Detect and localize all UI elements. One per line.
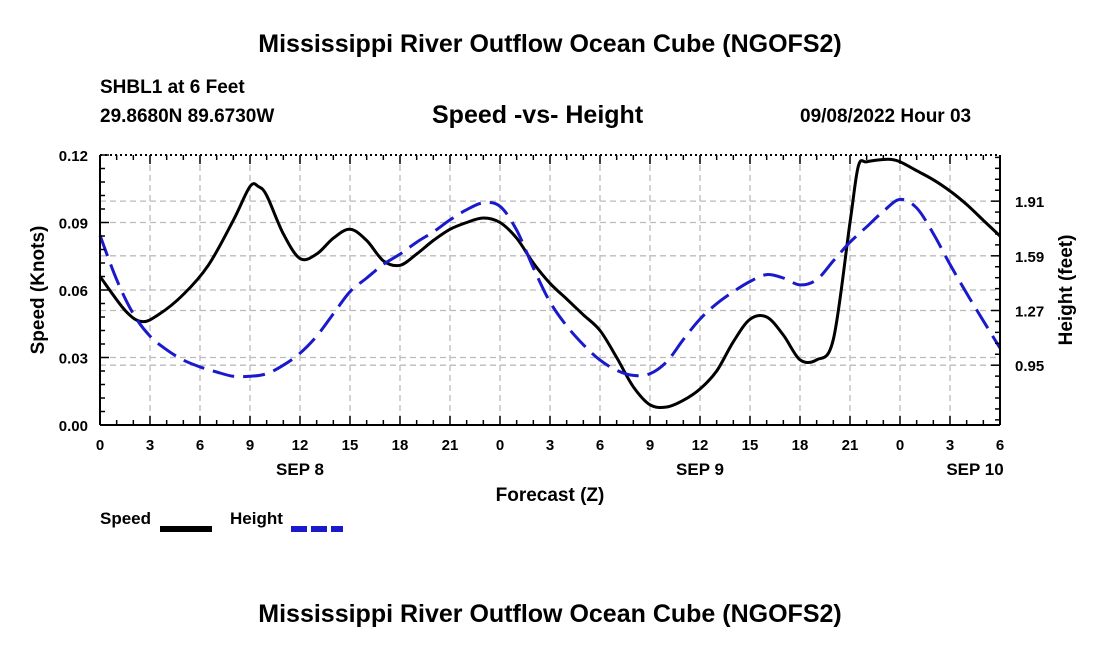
x-tick-label: 15 xyxy=(742,437,759,454)
x-tick-label: 21 xyxy=(442,437,459,454)
legend-height-swatch xyxy=(291,519,343,532)
date-label: SEP 10 xyxy=(946,460,1003,479)
x-tick-label: 18 xyxy=(392,437,409,454)
y-tick-label: 0.03 xyxy=(59,351,88,368)
legend-height-label: Height xyxy=(230,509,283,528)
x-tick-label: 3 xyxy=(146,437,154,454)
date-label: SEP 9 xyxy=(676,460,724,479)
x-tick-label: 6 xyxy=(196,437,204,454)
station-label: SHBL1 at 6 Feet xyxy=(100,77,245,98)
x-tick-label: 21 xyxy=(842,437,859,454)
footer-title: Mississippi River Outflow Ocean Cube (NG… xyxy=(258,600,842,628)
grid xyxy=(100,155,1000,425)
y-tick-label: 0.09 xyxy=(59,216,88,233)
legend-speed-label: Speed xyxy=(100,509,152,528)
chart-title: Mississippi River Outflow Ocean Cube (NG… xyxy=(258,30,842,58)
date-label: SEP 8 xyxy=(276,460,324,479)
x-tick-label: 12 xyxy=(292,437,309,454)
x-tick-label: 12 xyxy=(692,437,709,454)
x-tick-label: 18 xyxy=(792,437,809,454)
x-tick-label: 15 xyxy=(342,437,359,454)
x-tick-label: 3 xyxy=(546,437,554,454)
y2-tick-label: 1.27 xyxy=(1015,304,1044,321)
y-tick-label: 0.00 xyxy=(59,418,88,435)
x-tick-label: 6 xyxy=(596,437,604,454)
x-tick-label: 0 xyxy=(96,437,104,454)
axis-labels: 0 3 6 9 12 15 18 21 0 3 6 9 12 15 18 21 0 3 6 SEP 8 SEP 9 SEP… xyxy=(28,148,1077,506)
y2-tick-label: 0.95 xyxy=(1015,358,1044,375)
y-tick-label: 0.06 xyxy=(59,283,88,300)
forecast-datetime: 09/08/2022 Hour 03 xyxy=(800,106,972,127)
x-tick-label: 9 xyxy=(246,437,254,454)
chart-subtitle: Speed -vs- Height xyxy=(432,101,644,129)
speed-height-chart: 0 3 6 9 12 15 18 21 0 3 6 9 12 15 18 21 0 3 6 SEP 8 SEP 9 SEP… xyxy=(28,148,1077,506)
axes xyxy=(99,154,1001,426)
x-tick-label: 0 xyxy=(496,437,504,454)
y-tick-label: 0.12 xyxy=(59,148,88,165)
x-axis-title: Forecast (Z) xyxy=(496,485,605,506)
coordinates-label: 29.8680N 89.6730W xyxy=(100,106,275,127)
series-line-height xyxy=(98,197,1002,379)
x-tick-label: 6 xyxy=(996,437,1004,454)
x-tick-label: 0 xyxy=(896,437,904,454)
y2-axis-title: Height (feet) xyxy=(1056,235,1077,346)
x-tick-label: 9 xyxy=(646,437,654,454)
legend-speed-swatch xyxy=(160,519,212,532)
y2-tick-label: 1.91 xyxy=(1015,194,1044,211)
y2-tick-label: 1.59 xyxy=(1015,249,1044,266)
y-axis-title: Speed (Knots) xyxy=(28,226,49,355)
series-layer xyxy=(98,157,1002,410)
series-line-speed xyxy=(98,157,1002,410)
x-tick-label: 3 xyxy=(946,437,954,454)
